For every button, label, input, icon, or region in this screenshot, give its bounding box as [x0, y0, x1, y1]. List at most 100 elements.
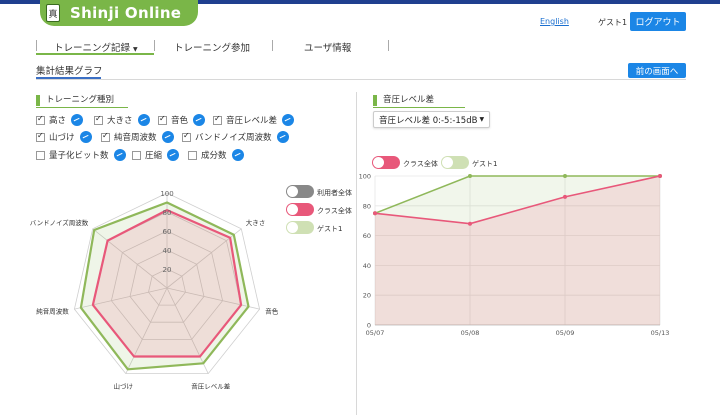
line-chart: 0 20 40 60 80 100 05/07 05/08 05/09 05/13 [359, 173, 670, 338]
radar-tick-label: 60 [163, 228, 172, 236]
radar-axis-label: バンドノイズ周波数 [30, 218, 89, 227]
level-diff-select[interactable]: 音圧レベル差 0:-5:-15dB ▼ [373, 111, 490, 128]
radar-axis-label: 山づけ [114, 382, 134, 391]
line-point [468, 221, 472, 226]
x-tick-label: 05/13 [651, 329, 670, 337]
logo-mark-icon: 真 [46, 4, 60, 22]
nav-item-user-info[interactable]: ユーザ情報 [304, 43, 352, 54]
radar-axis-label: 大きさ [246, 218, 266, 227]
graph-icon[interactable] [231, 149, 244, 161]
line-point [563, 194, 567, 199]
radar-spoke [125, 287, 168, 374]
y-tick-label: 40 [363, 262, 371, 270]
legend-label-class: クラス全体 [317, 207, 352, 215]
legend-toggle-all-users[interactable] [286, 185, 314, 198]
checkbox-level-diff[interactable]: 音圧レベル差 [213, 114, 295, 126]
graph-icon[interactable] [282, 114, 295, 126]
graph-icon[interactable] [137, 114, 150, 126]
section-title-level-diff: 音圧レベル差 [373, 95, 434, 106]
checkbox-box[interactable] [36, 131, 45, 142]
graph-icon[interactable] [79, 131, 92, 143]
toggle-knob [287, 204, 298, 215]
legend-toggle-guest[interactable] [286, 221, 314, 234]
back-button[interactable]: 前の画面へ [628, 63, 686, 78]
section-underline [36, 107, 128, 108]
radar-tick-label: 20 [163, 266, 172, 274]
top-accent-bar [0, 0, 720, 4]
checkbox-box[interactable] [182, 131, 191, 142]
checkbox-peaking[interactable]: 山づけ [36, 131, 92, 143]
checkbox-box[interactable] [36, 150, 45, 160]
checkbox-pitch[interactable]: 高さ [36, 114, 84, 126]
page-title-underline [36, 77, 101, 79]
radar-spoke [92, 228, 168, 289]
graph-icon[interactable] [161, 131, 174, 143]
line-point [563, 174, 567, 178]
radar-spoke [166, 228, 242, 289]
line-series-0 [374, 175, 661, 225]
app-title: Shinji Online [70, 4, 182, 22]
y-tick-label: 60 [363, 232, 371, 240]
checkbox-label: 山づけ [49, 133, 75, 143]
toggle-knob [442, 157, 453, 168]
checkbox-label: 音圧レベル差 [226, 116, 278, 126]
line-area-1 [375, 176, 660, 325]
logout-button[interactable]: ログアウト [630, 12, 686, 31]
legend-label-all-users: 利用者全体 [317, 189, 352, 197]
radar-grid-ring [148, 268, 186, 306]
nav-separator [36, 40, 37, 51]
checkbox-label: 純音周波数 [114, 133, 157, 143]
nav-item-training-records[interactable]: トレーニング記録 ▼ [54, 40, 138, 54]
chevron-down-icon: ▼ [133, 46, 138, 53]
checkbox-band-noise[interactable]: バンドノイズ周波数 [182, 131, 289, 143]
radar-axis-label: 音圧レベル差 [191, 382, 231, 391]
line-point [468, 174, 472, 178]
checkbox-box[interactable] [101, 131, 110, 142]
legend-toggle-class[interactable] [286, 203, 314, 216]
line-legend-toggle-class[interactable] [372, 156, 400, 169]
divider [36, 79, 686, 80]
checkbox-box[interactable] [36, 114, 45, 125]
nav-item-label: トレーニング記録 [54, 43, 131, 54]
user-name: ゲスト1 [598, 18, 628, 27]
graph-icon[interactable] [167, 149, 180, 161]
nav-item-training-join[interactable]: トレーニング参加 [174, 43, 251, 54]
line-legend-label-class: クラス全体 [403, 160, 438, 168]
chevron-down-icon: ▼ [479, 116, 485, 123]
line-area-0 [375, 176, 660, 325]
graph-icon[interactable] [113, 149, 126, 161]
nav-active-indicator [36, 53, 154, 55]
line-legend-toggle-guest[interactable] [441, 156, 469, 169]
section-underline [373, 107, 465, 108]
checkbox-box[interactable] [158, 114, 167, 125]
main-nav: トレーニング記録 ▼ トレーニング参加 ユーザ情報 [36, 37, 396, 55]
graph-icon[interactable] [71, 114, 84, 126]
y-tick-label: 20 [363, 292, 371, 300]
checkbox-box[interactable] [188, 150, 197, 160]
radar-series-1 [79, 201, 250, 371]
checkbox-compression[interactable]: 圧縮 [132, 149, 180, 161]
checkbox-bit-depth[interactable]: 量子化ビット数 [36, 149, 126, 161]
checkbox-label: 大きさ [107, 116, 133, 126]
graph-icon[interactable] [193, 114, 206, 126]
radar-spoke [74, 287, 168, 310]
panel-divider [356, 92, 357, 415]
y-tick-label: 0 [367, 322, 371, 330]
checkbox-loudness[interactable]: 大きさ [94, 114, 150, 126]
legend-label-guest: ゲスト1 [317, 225, 343, 233]
radar-tick-label: 40 [163, 247, 172, 255]
checkbox-box[interactable] [94, 114, 103, 125]
checkbox-box[interactable] [132, 150, 141, 160]
graph-icon[interactable] [276, 131, 289, 143]
line-point [373, 211, 377, 216]
checkbox-box[interactable] [213, 114, 222, 125]
english-link[interactable]: English [540, 17, 569, 26]
radar-series-0 [91, 209, 243, 358]
toggle-knob [373, 157, 384, 168]
radar-spoke [166, 287, 209, 374]
app-logo[interactable]: 真 Shinji Online [40, 0, 198, 26]
checkbox-components[interactable]: 成分数 [188, 149, 244, 161]
checkbox-pure-tone[interactable]: 純音周波数 [101, 131, 174, 143]
line-point [658, 174, 662, 178]
checkbox-timbre[interactable]: 音色 [158, 114, 206, 126]
